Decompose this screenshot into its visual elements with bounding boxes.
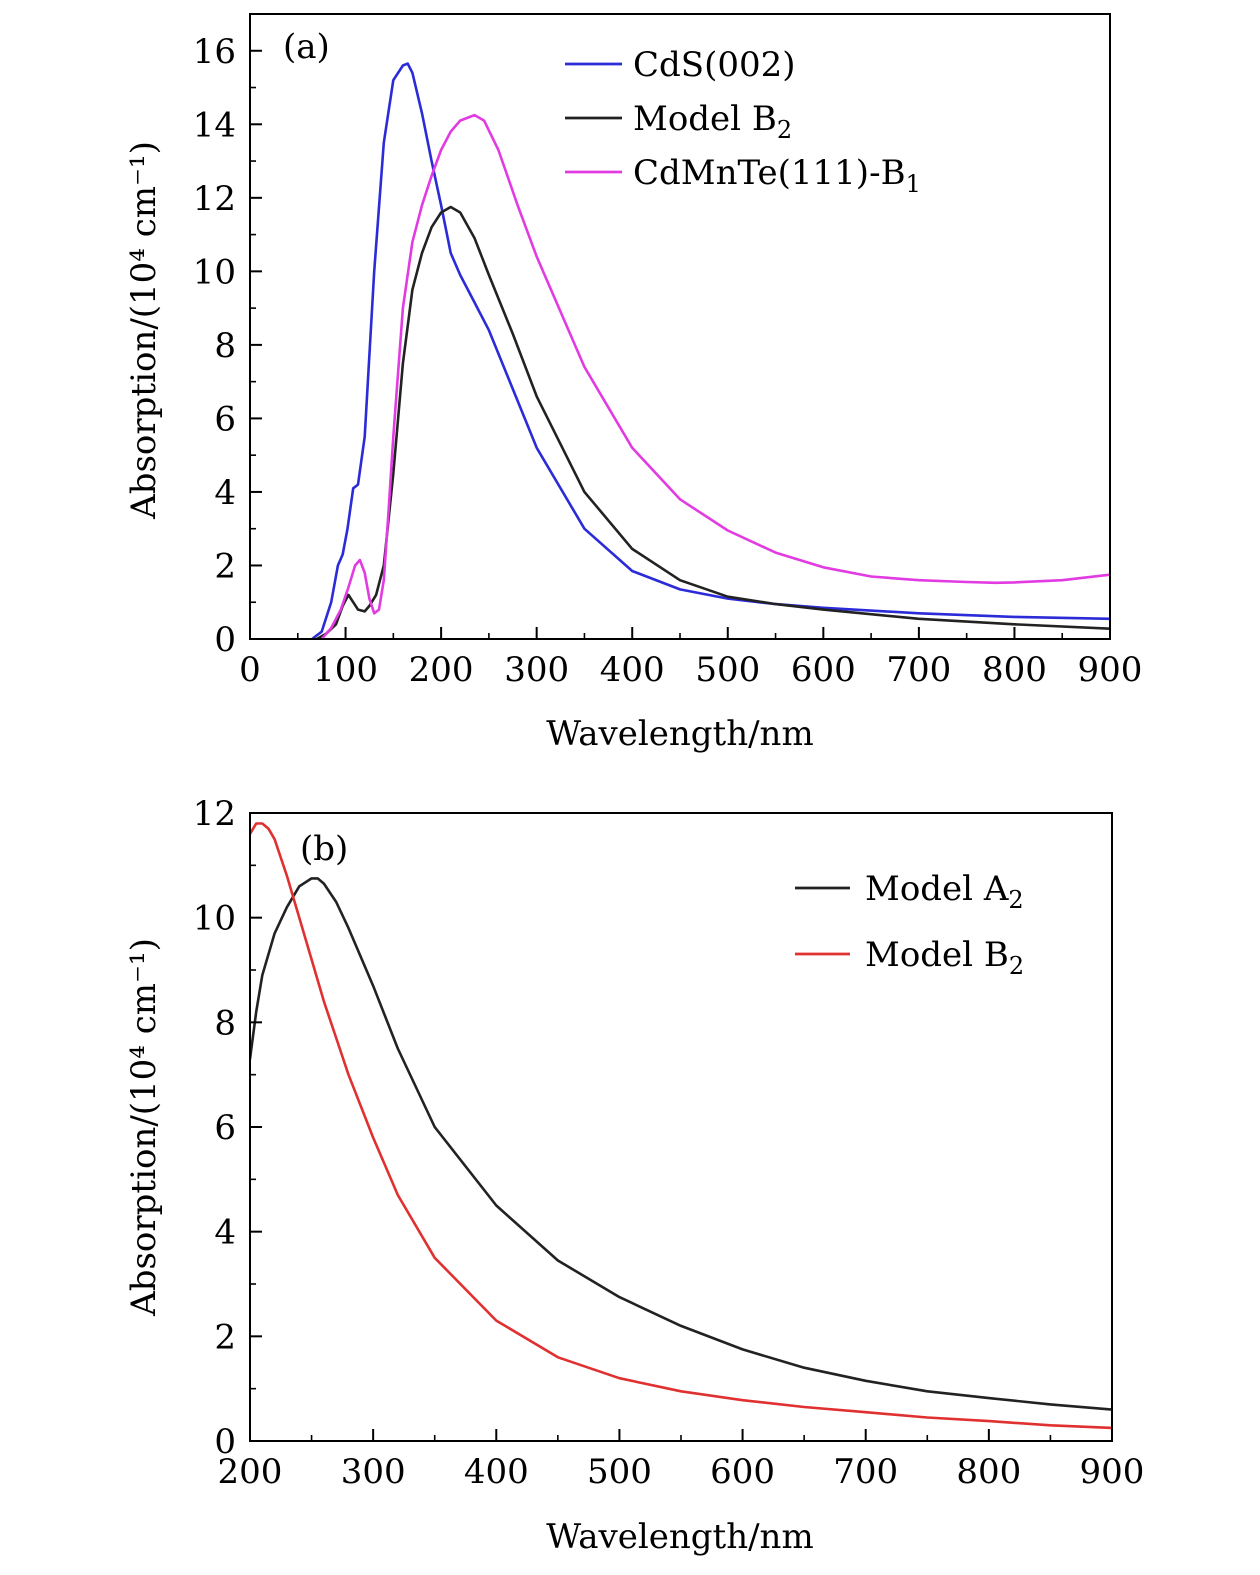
panel-b-x-tick-label: 800 [956, 1452, 1021, 1492]
panel-b-x-tick-label: 500 [587, 1452, 652, 1492]
panel-b-x-tick-label: 300 [341, 1452, 406, 1492]
panel-a-series-line-2 [315, 205, 1110, 639]
panel-b-x-tick-label: 700 [833, 1452, 898, 1492]
panel-a-y-tick-label: 10 [193, 252, 236, 292]
panel-a-y-tick-label: 0 [214, 620, 236, 660]
panel-a-x-tick-label: 0 [239, 650, 261, 690]
panel-a-series-line-1 [310, 62, 1110, 639]
panel-a-label: (a) [283, 27, 330, 67]
panel-b-legend-label-1: Model A2 [865, 869, 1024, 914]
panel-a-legend: CdS(002) Model B2 CdMnTe(111)-B1 [565, 45, 921, 198]
panel-b-y-tick-label: 2 [214, 1317, 236, 1357]
legend-label-subscript: 2 [1009, 952, 1024, 980]
panel-a-legend-label-1: CdS(002) [633, 45, 796, 85]
panel-a-x-tick-label: 200 [409, 650, 474, 690]
panel-b-y-tick-label: 12 [193, 794, 236, 834]
legend-label-main: Model B [865, 935, 1009, 975]
panel-b-series-line-2 [250, 822, 1112, 1430]
panel-a-y-tick-label: 16 [193, 32, 236, 72]
legend-label-subscript: 2 [1008, 886, 1023, 914]
panel-a-x-tick-label: 900 [1078, 650, 1143, 690]
panel-b-ticks: 200 300 400 500 600 700 800 900 0 2 4 6 8 10 12 [193, 794, 1145, 1492]
panel-b-x-axis-title: Wavelength/nm [546, 1517, 813, 1557]
panel-a-y-tick-label: 8 [214, 326, 236, 366]
legend-label-main: CdMnTe(111)-B [633, 153, 906, 193]
panel-a-legend-label-2: Model B2 [633, 99, 792, 144]
panel-a-x-tick-label: 500 [695, 650, 760, 690]
panel-a-y-tick-label: 12 [193, 179, 236, 219]
panel-a-series-line-3 [320, 113, 1110, 639]
panel-a-x-tick-label: 700 [886, 650, 951, 690]
panel-b: 200 300 400 500 600 700 800 900 0 2 4 6 8 10 12 (b) Wa… [124, 794, 1144, 1557]
panel-b-legend-label-2: Model B2 [865, 935, 1024, 980]
panel-a-x-tick-label: 600 [791, 650, 856, 690]
panel-b-y-tick-label: 0 [214, 1422, 236, 1462]
panel-b-series-line-1 [250, 877, 1112, 1411]
panel-b-y-tick-label: 6 [214, 1108, 236, 1148]
panel-a-series [310, 62, 1110, 639]
panel-a-y-tick-label: 6 [214, 399, 236, 439]
panel-a: 0 100 200 300 400 500 600 700 800 900024681012141… [124, 13, 1143, 754]
panel-b-x-tick-label: 400 [464, 1452, 529, 1492]
legend-label-main: CdS(002) [633, 45, 796, 85]
panel-b-y-tick-label: 8 [214, 1003, 236, 1043]
panel-a-y-tick-label: 2 [214, 546, 236, 586]
panel-a-x-tick-label: 100 [313, 650, 378, 690]
panel-b-x-tick-label: 600 [710, 1452, 775, 1492]
panel-a-y-tick-label: 4 [214, 473, 236, 513]
panel-a-x-tick-label: 300 [504, 650, 569, 690]
panel-b-x-tick-label: 200 [218, 1452, 283, 1492]
panel-a-ticks: 0 100 200 300 400 500 600 700 800 900024681012141… [193, 32, 1143, 690]
legend-label-subscript: 1 [906, 170, 921, 198]
panel-a-x-tick-label: 400 [600, 650, 665, 690]
panel-a-y-tick-label: 14 [193, 105, 236, 145]
panel-a-legend-label-3: CdMnTe(111)-B1 [633, 153, 921, 198]
panel-a-x-tick-label: 800 [982, 650, 1047, 690]
legend-label-subscript: 2 [777, 116, 792, 144]
panel-a-x-axis-title: Wavelength/nm [546, 714, 813, 754]
legend-label-main: Model A [865, 869, 1009, 909]
panel-b-y-tick-label: 10 [193, 899, 236, 939]
panel-b-y-tick-label: 4 [214, 1213, 236, 1253]
legend-label-main: Model B [633, 99, 777, 139]
panel-b-label: (b) [300, 829, 348, 869]
panel-b-y-axis-title: Absorption/(10⁴ cm⁻¹) [124, 938, 164, 1317]
panel-b-x-tick-label: 900 [1080, 1452, 1145, 1492]
panel-b-series [250, 822, 1112, 1430]
panel-a-y-axis-title: Absorption/(10⁴ cm⁻¹) [124, 141, 164, 520]
